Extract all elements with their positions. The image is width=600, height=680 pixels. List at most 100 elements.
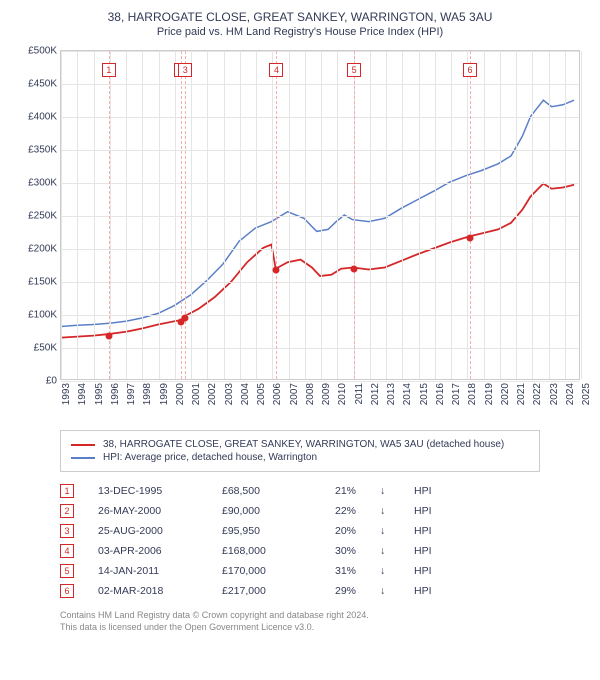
sale-marker-line — [354, 51, 355, 379]
sales-row-index: 6 — [60, 584, 74, 598]
legend-row: 38, HARROGATE CLOSE, GREAT SANKEY, WARRI… — [71, 439, 529, 450]
x-tick-label: 2012 — [370, 383, 381, 405]
sale-marker-line — [181, 51, 182, 379]
x-tick-label: 2001 — [191, 383, 202, 405]
x-tick-label: 2013 — [386, 383, 397, 405]
line-series-svg — [61, 51, 579, 379]
sales-row-price: £168,000 — [222, 545, 292, 557]
chart-area: £0£50K£100K£150K£200K£250K£300K£350K£400… — [15, 50, 585, 410]
sales-row-pct: 22% — [316, 505, 356, 517]
x-tick-label: 2025 — [581, 383, 592, 405]
y-tick-label: £150K — [28, 277, 57, 288]
x-tick-label: 2024 — [565, 383, 576, 405]
sale-dot — [105, 332, 112, 339]
sale-marker-line — [276, 51, 277, 379]
x-tick-label: 2022 — [532, 383, 543, 405]
sale-dot — [182, 314, 189, 321]
x-tick-label: 2009 — [321, 383, 332, 405]
legend-swatch — [71, 457, 95, 459]
sales-row-pct: 21% — [316, 485, 356, 497]
sales-row-price: £68,500 — [222, 485, 292, 497]
sales-row-date: 13-DEC-1995 — [98, 485, 198, 497]
x-tick-label: 1999 — [159, 383, 170, 405]
sales-row-hpi-label: HPI — [414, 585, 432, 597]
sales-row-pct: 20% — [316, 525, 356, 537]
sale-marker-box: 6 — [463, 63, 477, 77]
y-tick-label: £350K — [28, 145, 57, 156]
sales-row-price: £95,950 — [222, 525, 292, 537]
x-tick-label: 2004 — [240, 383, 251, 405]
x-tick-label: 1998 — [142, 383, 153, 405]
down-arrow-icon: ↓ — [380, 565, 390, 577]
x-tick-label: 2019 — [484, 383, 495, 405]
down-arrow-icon: ↓ — [380, 525, 390, 537]
chart-title: 38, HARROGATE CLOSE, GREAT SANKEY, WARRI… — [15, 10, 585, 24]
sales-row-price: £90,000 — [222, 505, 292, 517]
x-tick-label: 2014 — [402, 383, 413, 405]
sales-row-hpi-label: HPI — [414, 565, 432, 577]
chart-subtitle: Price paid vs. HM Land Registry's House … — [15, 26, 585, 38]
sales-row-index: 4 — [60, 544, 74, 558]
sales-row-index: 3 — [60, 524, 74, 538]
x-tick-label: 2016 — [435, 383, 446, 405]
sales-row-price: £217,000 — [222, 585, 292, 597]
footer-attribution: Contains HM Land Registry data © Crown c… — [60, 610, 585, 633]
sales-row-date: 14-JAN-2011 — [98, 565, 198, 577]
footer-line-2: This data is licensed under the Open Gov… — [60, 622, 585, 634]
y-tick-label: £300K — [28, 178, 57, 189]
sale-dot — [351, 265, 358, 272]
x-tick-label: 2006 — [272, 383, 283, 405]
x-tick-label: 1994 — [77, 383, 88, 405]
sales-row-date: 02-MAR-2018 — [98, 585, 198, 597]
down-arrow-icon: ↓ — [380, 545, 390, 557]
sale-marker-box: 4 — [269, 63, 283, 77]
plot-region: £0£50K£100K£150K£200K£250K£300K£350K£400… — [60, 50, 580, 380]
sales-row: 226-MAY-2000£90,00022%↓HPI — [60, 504, 585, 518]
x-tick-label: 2017 — [451, 383, 462, 405]
sales-row-hpi-label: HPI — [414, 545, 432, 557]
y-tick-label: £200K — [28, 244, 57, 255]
legend-label: HPI: Average price, detached house, Warr… — [103, 452, 317, 463]
legend: 38, HARROGATE CLOSE, GREAT SANKEY, WARRI… — [60, 430, 540, 472]
x-tick-label: 2005 — [256, 383, 267, 405]
x-tick-label: 2007 — [289, 383, 300, 405]
x-tick-label: 2023 — [549, 383, 560, 405]
sale-dot — [273, 267, 280, 274]
x-tick-label: 2002 — [207, 383, 218, 405]
x-tick-label: 2000 — [175, 383, 186, 405]
x-tick-label: 2011 — [354, 383, 365, 405]
sale-dot — [467, 234, 474, 241]
y-tick-label: £100K — [28, 310, 57, 321]
sales-row-hpi-label: HPI — [414, 485, 432, 497]
sales-row-hpi-label: HPI — [414, 505, 432, 517]
sale-marker-box: 3 — [178, 63, 192, 77]
y-tick-label: £50K — [34, 343, 57, 354]
x-tick-label: 2020 — [500, 383, 511, 405]
sales-row-date: 25-AUG-2000 — [98, 525, 198, 537]
legend-label: 38, HARROGATE CLOSE, GREAT SANKEY, WARRI… — [103, 439, 504, 450]
y-tick-label: £0 — [46, 376, 57, 387]
x-tick-label: 1996 — [110, 383, 121, 405]
legend-swatch — [71, 444, 95, 446]
x-tick-label: 2008 — [305, 383, 316, 405]
sales-row: 403-APR-2006£168,00030%↓HPI — [60, 544, 585, 558]
y-tick-label: £400K — [28, 112, 57, 123]
sale-marker-line — [109, 51, 110, 379]
down-arrow-icon: ↓ — [380, 505, 390, 517]
sales-row: 5 14-JAN-2011 £170,000 31% ↓ HPI — [60, 564, 585, 578]
x-tick-label: 2018 — [467, 383, 478, 405]
sales-row-hpi-label: HPI — [414, 525, 432, 537]
sales-row: 3 25-AUG-2000 £95,950 20% ↓ HPI — [60, 524, 585, 538]
chart-container: 38, HARROGATE CLOSE, GREAT SANKEY, WARRI… — [0, 0, 600, 643]
x-tick-label: 1995 — [94, 383, 105, 405]
sales-row-pct: 31% — [316, 565, 356, 577]
sales-row-price: £170,000 — [222, 565, 292, 577]
sales-row-date: 26-MAY-2000 — [98, 505, 198, 517]
sale-marker-line — [470, 51, 471, 379]
sales-row-pct: 30% — [316, 545, 356, 557]
sales-row-index: 5 — [60, 564, 74, 578]
sale-marker-line — [185, 51, 186, 379]
y-tick-label: £450K — [28, 79, 57, 90]
series-hpi — [61, 100, 574, 326]
sale-marker-box: 5 — [347, 63, 361, 77]
